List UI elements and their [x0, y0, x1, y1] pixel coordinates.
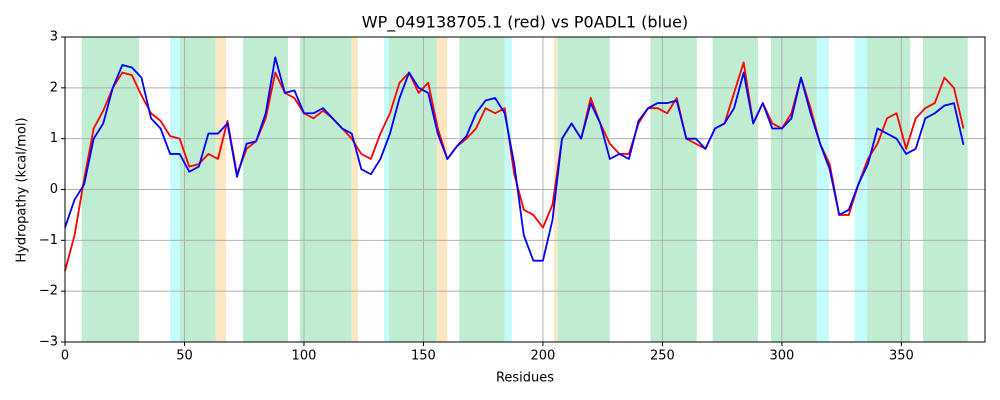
y-tick-label: 0 — [50, 182, 58, 197]
x-tick-label: 150 — [411, 349, 436, 364]
series-line — [64, 61, 965, 272]
series-line — [64, 56, 965, 262]
y-tick-label: 2 — [50, 80, 58, 95]
x-tick-label: 250 — [650, 349, 675, 364]
lines — [64, 56, 965, 272]
x-tick-label: 300 — [769, 349, 794, 364]
y-tick-label: −2 — [39, 284, 58, 299]
y-tick-label: 1 — [50, 131, 58, 146]
chart-title: WP_049138705.1 (red) vs P0ADL1 (blue) — [362, 13, 688, 33]
x-tick-label: 50 — [176, 349, 193, 364]
x-tick-label: 0 — [61, 349, 69, 364]
x-tick-label: 200 — [531, 349, 556, 364]
x-axis-label: Residues — [496, 371, 554, 386]
y-tick-label: −3 — [39, 335, 58, 350]
y-tick-label: 3 — [50, 30, 58, 45]
y-axis-label: Hydropathy (kcal/mol) — [15, 117, 30, 262]
x-tick-label: 350 — [889, 349, 914, 364]
ticks: 0 50 100 150 200 250 300 350 −3 −2 −1 0 1 2 3 — [39, 30, 914, 364]
x-tick-label: 100 — [292, 349, 317, 364]
y-tick-label: −1 — [39, 233, 58, 248]
